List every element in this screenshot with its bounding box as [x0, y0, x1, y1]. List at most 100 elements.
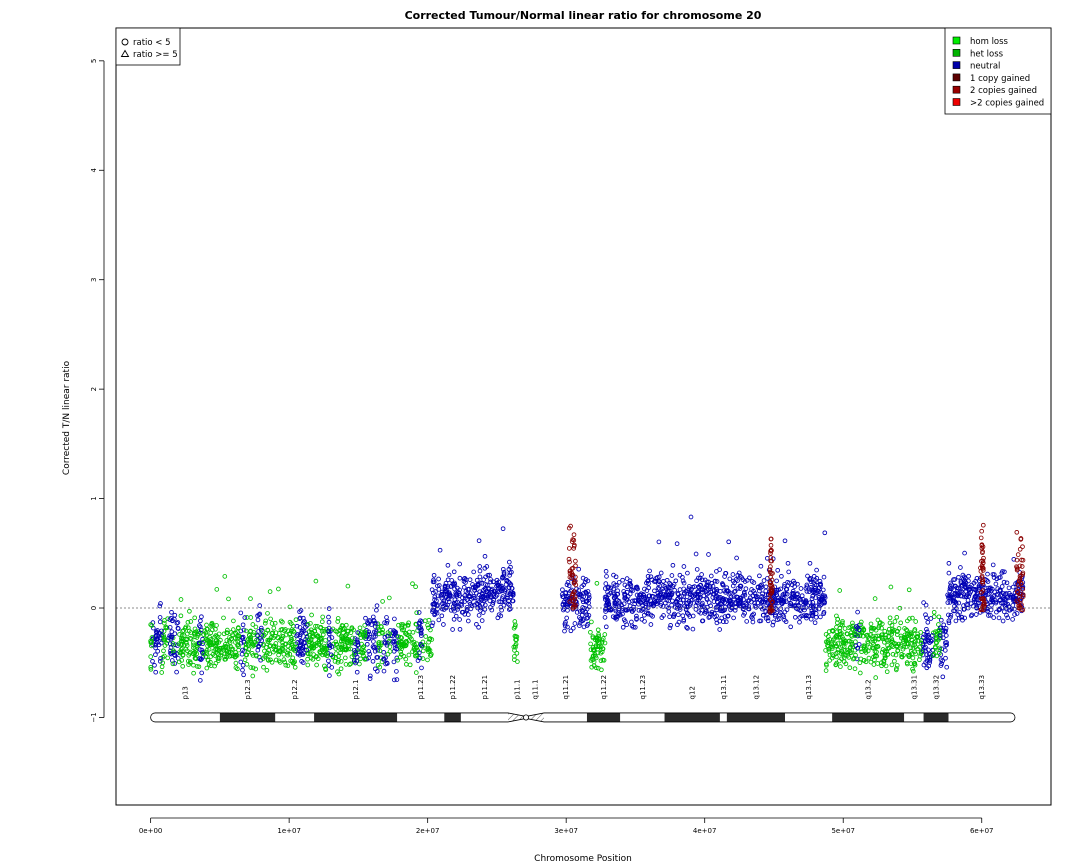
data-point: [338, 633, 344, 639]
data-point: [418, 633, 424, 638]
data-point: [512, 657, 517, 663]
data-point: [465, 586, 471, 592]
data-point: [250, 665, 256, 671]
data-point: [760, 612, 766, 618]
data-point: [361, 635, 367, 640]
data-point: [859, 649, 864, 655]
data-point: [576, 566, 582, 572]
data-point: [361, 644, 367, 649]
data-point: [829, 628, 835, 634]
data-point: [768, 555, 774, 560]
data-point: [430, 620, 436, 626]
data-point: [620, 577, 625, 583]
data-point: [768, 588, 774, 594]
data-point: [582, 579, 588, 585]
data-point: [805, 573, 810, 579]
data-point: [925, 655, 931, 661]
data-point: [648, 574, 654, 580]
data-point: [298, 608, 304, 613]
data-point: [736, 601, 741, 607]
data-point: [920, 635, 926, 640]
data-point: [457, 626, 463, 632]
legend-swatch: [952, 48, 961, 57]
data-point: [156, 642, 162, 648]
data-point: [445, 577, 451, 583]
data-point: [226, 596, 231, 602]
data-point: [290, 655, 296, 661]
data-point: [719, 598, 725, 603]
data-point: [484, 564, 490, 569]
data-point: [324, 626, 329, 632]
data-point: [631, 624, 636, 630]
data-point: [757, 618, 762, 624]
data-point: [563, 590, 569, 595]
data-point: [343, 647, 349, 653]
data-point: [693, 607, 699, 612]
data-point: [947, 584, 953, 589]
data-point: [920, 648, 926, 653]
data-point: [850, 620, 855, 626]
data-point: [1020, 544, 1025, 550]
data-point: [327, 673, 332, 678]
data-point: [445, 584, 451, 589]
data-point: [937, 630, 943, 636]
data-point: [206, 647, 212, 652]
data-point: [178, 650, 183, 656]
data-point: [564, 615, 570, 621]
data-point: [192, 634, 198, 640]
data-point: [898, 642, 904, 647]
data-point: [476, 538, 482, 544]
data-point: [1014, 529, 1020, 535]
data-point: [479, 618, 485, 623]
data-point: [319, 619, 325, 625]
data-point: [202, 628, 208, 634]
data-point: [224, 654, 230, 660]
data-point: [419, 627, 424, 633]
data-point: [877, 620, 883, 626]
ideogram-band: [397, 712, 445, 722]
data-point: [373, 631, 379, 636]
data-point: [823, 648, 828, 653]
data-point: [335, 619, 341, 624]
data-point: [586, 595, 592, 600]
data-point: [256, 629, 261, 634]
data-point: [872, 638, 878, 644]
data-point: [827, 658, 833, 663]
data-point: [921, 600, 926, 605]
data-point: [610, 614, 616, 620]
data-point: [768, 564, 773, 569]
data-point: [405, 622, 410, 628]
data-point: [363, 615, 368, 621]
data-point: [814, 575, 820, 581]
data-point: [933, 644, 938, 650]
data-point: [374, 607, 379, 613]
data-point: [840, 622, 845, 628]
data-point: [572, 621, 578, 626]
data-point: [648, 612, 654, 618]
data-point: [734, 555, 739, 561]
data-point: [488, 594, 494, 600]
data-point: [838, 664, 843, 669]
data-point: [488, 579, 493, 585]
data-point: [181, 638, 186, 644]
data-point: [476, 624, 481, 630]
data-point: [278, 636, 284, 642]
data-point: [477, 589, 483, 595]
legend-swatch: [952, 61, 961, 69]
data-point: [243, 652, 249, 658]
data-point: [630, 598, 635, 604]
data-point: [161, 633, 166, 638]
data-point: [835, 650, 840, 655]
data-point: [800, 597, 806, 602]
data-point: [684, 624, 689, 630]
data-point: [222, 654, 227, 660]
data-point: [850, 626, 855, 632]
data-point: [249, 650, 255, 656]
data-point: [893, 641, 899, 647]
data-point: [283, 627, 288, 632]
data-point: [974, 575, 980, 581]
data-point: [773, 612, 778, 618]
data-point: [308, 637, 314, 643]
data-point: [810, 600, 816, 605]
data-point: [362, 623, 368, 628]
